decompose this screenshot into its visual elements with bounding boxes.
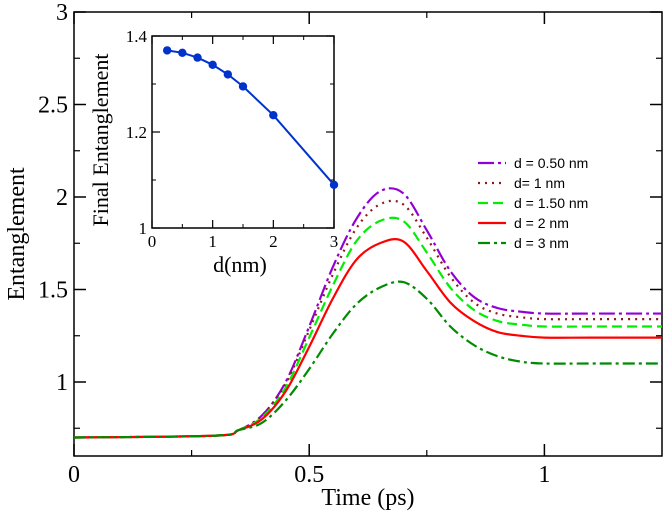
inset-data-point: [178, 48, 187, 57]
series-line-3: [73, 216, 662, 439]
legend-label-1: d = 0.50 nm: [514, 155, 588, 171]
legend: d = 0.50 nm d= 1 nm d = 1.50 nm d = 2 nm d =…: [478, 155, 588, 251]
inset-data-point: [162, 46, 172, 55]
inset-series-group: [162, 46, 339, 189]
inset-x-tick-label: 2: [269, 232, 278, 251]
inset-data-point: [208, 60, 217, 69]
main-x-axis-title: Time (ps): [321, 485, 414, 511]
inset-y-tick-label: 1.4: [126, 27, 148, 46]
legend-label-4: d = 2 nm: [514, 215, 569, 231]
inset-data-point: [238, 82, 248, 91]
inset-axis-ticks: 0 1 2 311.21.4: [126, 27, 339, 251]
main-y-tick-label: 2.5: [38, 93, 68, 119]
main-y-tick-label: 2: [56, 185, 68, 211]
main-y-tick-label: 1.5: [38, 278, 68, 304]
series-line-2: [73, 199, 662, 439]
inset-x-tick-label: 1: [208, 232, 217, 251]
legend-label-2: d= 1 nm: [514, 175, 565, 191]
inset-data-point: [223, 70, 233, 79]
legend-label-5: d = 3 nm: [514, 235, 569, 251]
series-line-1: [73, 187, 662, 439]
main-x-tick-label: 0.5: [294, 462, 324, 488]
series-line-5: [73, 280, 662, 439]
inset-x-tick-label: 0: [148, 232, 157, 251]
inset-plot-frame: [151, 35, 335, 229]
inset-y-axis-title: Final Entanglement: [88, 54, 113, 227]
legend-label-3: d = 1.50 nm: [514, 195, 588, 211]
main-x-tick-label: 1: [538, 462, 550, 488]
inset-data-point: [329, 180, 339, 189]
series-line-4: [73, 238, 662, 439]
inset-data-point: [193, 53, 202, 62]
inset-x-axis-title: d(nm): [213, 252, 267, 277]
inset-y-tick-label: 1: [139, 219, 148, 238]
main-x-tick-label: 0: [68, 462, 80, 488]
main-y-axis-title: Entanglement: [4, 167, 30, 301]
inset-x-tick-label: 3: [330, 232, 339, 251]
inset-data-point: [269, 111, 278, 120]
main-y-tick-label: 1: [56, 370, 68, 396]
main-plot-frame: [73, 11, 663, 457]
inset-y-tick-label: 1.2: [126, 123, 147, 142]
main-axis-ticks: 0 0.5 1 1 1.5 2 2.5 3: [38, 0, 662, 488]
main-series-group: [73, 187, 662, 439]
main-y-tick-label: 3: [56, 0, 68, 26]
